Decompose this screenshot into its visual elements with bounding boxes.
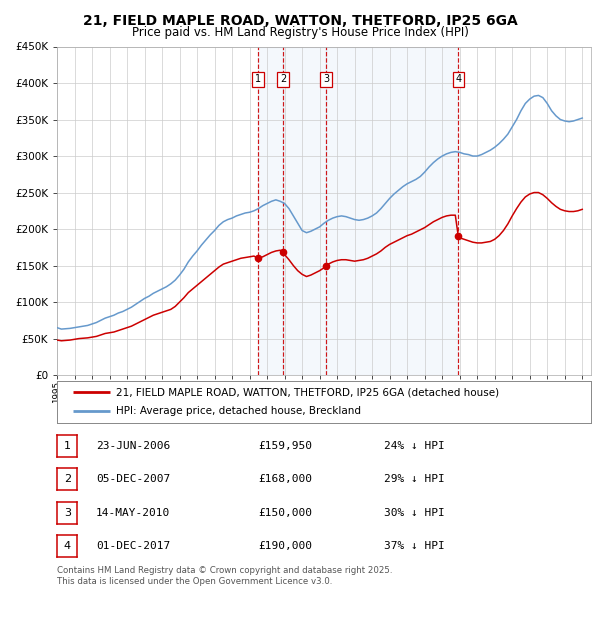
Text: 37% ↓ HPI: 37% ↓ HPI — [384, 541, 445, 551]
Text: £150,000: £150,000 — [258, 508, 312, 518]
Text: 21, FIELD MAPLE ROAD, WATTON, THETFORD, IP25 6GA: 21, FIELD MAPLE ROAD, WATTON, THETFORD, … — [83, 14, 517, 28]
Text: 23-JUN-2006: 23-JUN-2006 — [96, 441, 170, 451]
Text: 2: 2 — [64, 474, 71, 484]
Text: 05-DEC-2007: 05-DEC-2007 — [96, 474, 170, 484]
Text: 1: 1 — [64, 441, 71, 451]
Text: 2: 2 — [280, 74, 286, 84]
Text: £168,000: £168,000 — [258, 474, 312, 484]
Text: 24% ↓ HPI: 24% ↓ HPI — [384, 441, 445, 451]
Text: 21, FIELD MAPLE ROAD, WATTON, THETFORD, IP25 6GA (detached house): 21, FIELD MAPLE ROAD, WATTON, THETFORD, … — [116, 387, 499, 397]
Text: HPI: Average price, detached house, Breckland: HPI: Average price, detached house, Brec… — [116, 407, 361, 417]
Text: £190,000: £190,000 — [258, 541, 312, 551]
Text: 3: 3 — [323, 74, 329, 84]
Text: 30% ↓ HPI: 30% ↓ HPI — [384, 508, 445, 518]
Text: £159,950: £159,950 — [258, 441, 312, 451]
Text: 01-DEC-2017: 01-DEC-2017 — [96, 541, 170, 551]
Bar — [258, 46, 283, 375]
Text: Contains HM Land Registry data © Crown copyright and database right 2025.: Contains HM Land Registry data © Crown c… — [57, 566, 392, 575]
Bar — [283, 46, 326, 375]
Text: Price paid vs. HM Land Registry's House Price Index (HPI): Price paid vs. HM Land Registry's House … — [131, 26, 469, 39]
Text: 1: 1 — [255, 74, 261, 84]
Text: 14-MAY-2010: 14-MAY-2010 — [96, 508, 170, 518]
Text: 4: 4 — [455, 74, 461, 84]
Bar — [326, 46, 458, 375]
Text: 4: 4 — [64, 541, 71, 551]
Text: 3: 3 — [64, 508, 71, 518]
Text: 29% ↓ HPI: 29% ↓ HPI — [384, 474, 445, 484]
Text: This data is licensed under the Open Government Licence v3.0.: This data is licensed under the Open Gov… — [57, 577, 332, 587]
